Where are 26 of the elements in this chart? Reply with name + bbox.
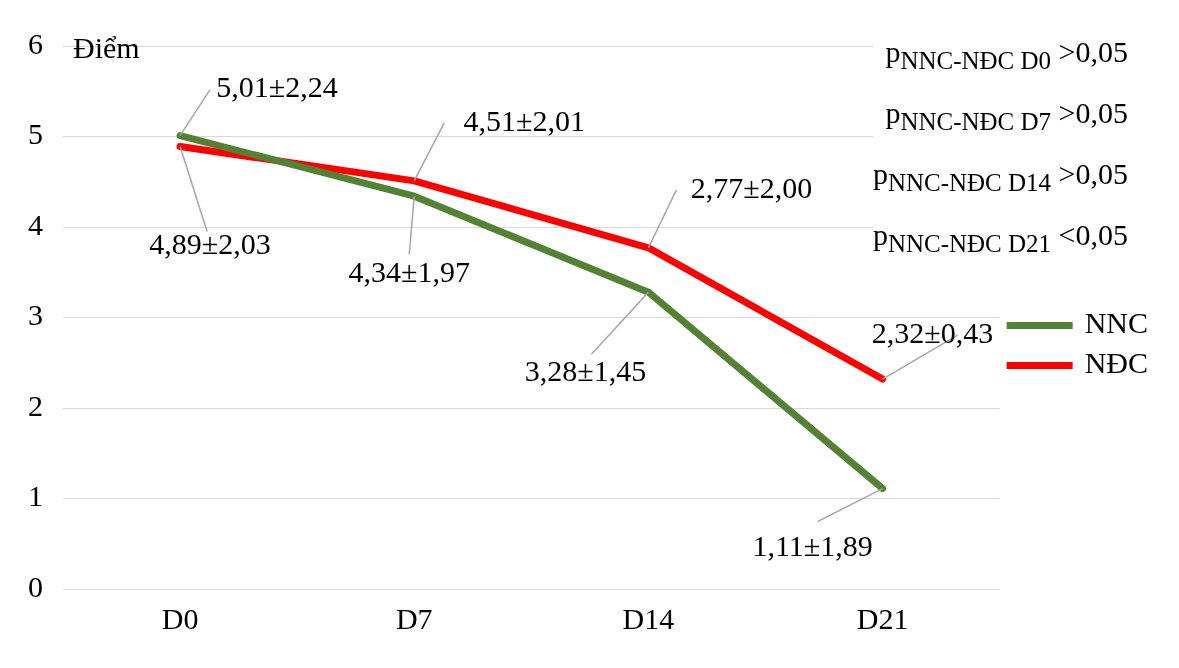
legend-label: NNC: [1084, 306, 1148, 340]
annotation: 4,89±2,03: [149, 227, 271, 261]
x-tick-label: D7: [395, 601, 433, 635]
annotation: 4,51±2,01: [463, 103, 585, 137]
y-tick-label: 2: [28, 388, 43, 422]
y-tick-label: 5: [28, 117, 43, 151]
annotation: p$_{NNC-NĐC D21}$ <0,05: [872, 217, 1128, 259]
x-tick-label: D21: [856, 601, 909, 635]
y-tick-label: 4: [28, 207, 43, 241]
legend-label: NĐC: [1084, 346, 1148, 380]
annotation: 1,11±1,89: [752, 529, 873, 563]
annotation: 2,77±2,00: [690, 170, 813, 204]
annotation: p$_{NNC-NĐC D7}$ >0,05: [884, 95, 1128, 137]
y-axis-title: Điểm: [73, 30, 140, 64]
y-tick-label: 6: [28, 26, 43, 60]
x-tick-label: D14: [622, 601, 675, 635]
annotation: 4,34±1,97: [348, 255, 470, 289]
y-tick-label: 1: [28, 479, 43, 513]
x-tick-label: D0: [161, 601, 199, 635]
annotation: 3,28±1,45: [524, 354, 647, 388]
y-tick-label: 3: [28, 298, 43, 332]
annotation: p$_{NNC-NĐC D0}$ >0,05: [884, 34, 1128, 76]
annotation: p$_{NNC-NĐC D14}$ >0,05: [872, 156, 1128, 198]
annotation: 2,32±0,43: [871, 315, 994, 349]
annotation: 5,01±2,24: [216, 70, 338, 104]
y-tick-label: 0: [28, 569, 43, 603]
